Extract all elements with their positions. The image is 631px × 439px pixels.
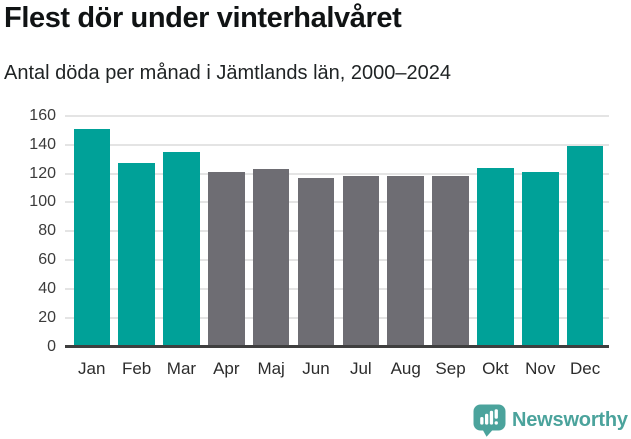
x-tick-label-dec: Dec xyxy=(569,359,601,378)
bar-nov xyxy=(522,172,559,347)
y-tick-label-140: 140 xyxy=(29,135,56,153)
gridline-80 xyxy=(65,230,609,233)
y-tick-label-40: 40 xyxy=(38,280,56,298)
bar-sep xyxy=(432,176,469,347)
gridline-100 xyxy=(65,201,609,204)
x-tick-label-sep: Sep xyxy=(435,359,466,378)
gridline-160 xyxy=(65,114,609,117)
bar-apr xyxy=(208,172,245,347)
gridline-40 xyxy=(65,288,609,291)
x-tick-label-jan: Jan xyxy=(78,359,106,378)
bar-mar xyxy=(163,151,200,347)
gridline-20 xyxy=(65,317,609,320)
newsworthy-logo[interactable]: Newsworthy xyxy=(473,404,628,437)
x-tick-label-feb: Feb xyxy=(121,359,152,378)
bar-maj xyxy=(252,169,290,347)
bar-jul xyxy=(342,176,380,347)
x-axis-line xyxy=(65,345,609,348)
bar-aug xyxy=(387,176,424,347)
brand-name: Newsworthy xyxy=(512,409,628,431)
x-tick-label-aug: Aug xyxy=(390,359,421,378)
newsworthy-speech-bubble-bar-chart-icon xyxy=(473,404,506,437)
y-tick-label-160: 160 xyxy=(29,106,56,124)
bar-feb xyxy=(118,163,155,347)
x-tick-label-okt: Okt xyxy=(482,359,509,378)
y-tick-label-100: 100 xyxy=(29,193,56,211)
x-tick-label-apr: Apr xyxy=(213,359,240,378)
x-tick-label-mar: Mar xyxy=(166,359,197,378)
gridline-60 xyxy=(65,259,609,262)
bar-jan xyxy=(73,128,110,347)
bar-dec xyxy=(566,146,604,347)
bar-okt xyxy=(477,167,514,347)
x-tick-label-jul: Jul xyxy=(349,359,372,378)
y-tick-label-80: 80 xyxy=(38,222,56,240)
y-tick-label-0: 0 xyxy=(47,338,56,355)
y-tick-label-60: 60 xyxy=(38,251,56,269)
gridline-120 xyxy=(65,172,609,175)
bar-jun xyxy=(297,177,335,347)
y-tick-label-20: 20 xyxy=(38,309,56,327)
x-tick-label-nov: Nov xyxy=(525,359,556,378)
chart-title: Flest dör under vinterhalvåret xyxy=(4,2,402,34)
x-tick-label-maj: Maj xyxy=(257,359,285,378)
x-tick-label-jun: Jun xyxy=(302,359,330,378)
chart-subtitle: Antal döda per månad i Jämtlands län, 20… xyxy=(4,62,451,84)
y-tick-label-120: 120 xyxy=(29,164,56,182)
gridline-140 xyxy=(65,143,609,146)
